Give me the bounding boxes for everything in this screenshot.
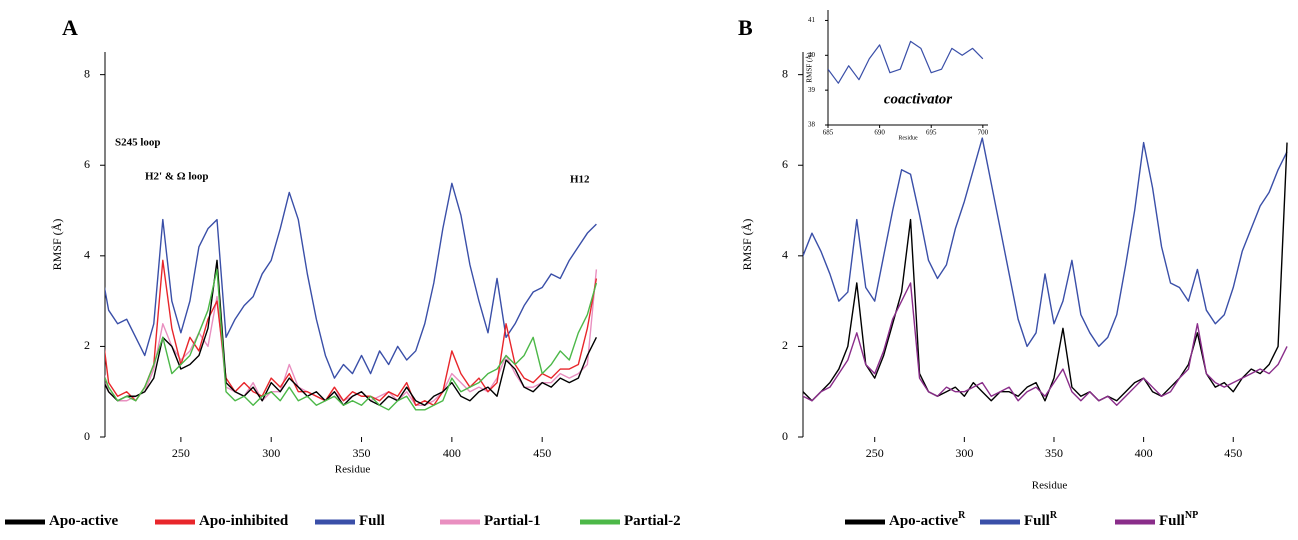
annotation: H2' & Ω loop — [145, 171, 209, 183]
legend-label: Partial-1 — [484, 513, 541, 529]
y-tick-label: 6 — [782, 157, 788, 171]
y-axis-label: RMSF (Å) — [740, 219, 754, 271]
legend-name: Full — [1159, 513, 1185, 529]
data-line — [105, 259, 598, 406]
data-line — [105, 268, 598, 411]
legend-name: Full — [1024, 513, 1050, 529]
annotation: S245 loop — [115, 137, 161, 149]
x-tick-label: 300 — [955, 446, 973, 460]
legend-name: Partial-2 — [624, 513, 681, 529]
x-tick-label: 700 — [978, 129, 989, 137]
x-tick-label: 400 — [1135, 446, 1153, 460]
y-tick-label: 0 — [84, 429, 90, 443]
x-axis-label: Residue — [1032, 480, 1068, 492]
x-tick-label: 350 — [1045, 446, 1063, 460]
legend-label: Apo-activeR — [889, 510, 966, 529]
y-tick-label: 6 — [84, 157, 90, 171]
y-tick-label: 8 — [84, 66, 90, 80]
chart-panel: 0 2 4 6 8 250 300 350 400 450 B Residue RMSF (Å) Apo-… — [738, 15, 1288, 529]
x-tick-label: 685 — [823, 129, 834, 137]
y-tick-label: 41 — [808, 16, 816, 24]
x-tick-label: 695 — [926, 129, 937, 137]
legend-sup: NP — [1185, 510, 1198, 521]
legend-label: Apo-inhibited — [199, 513, 289, 529]
data-line — [828, 40, 984, 84]
data-line — [803, 142, 1288, 402]
legend-name: Partial-1 — [484, 513, 541, 529]
y-tick-label: 39 — [808, 86, 816, 94]
y-tick-label: 40 — [808, 51, 816, 59]
panel-label: B — [738, 15, 753, 40]
x-tick-label: 250 — [866, 446, 884, 460]
legend-sup: R — [958, 510, 966, 521]
x-tick-label: 450 — [533, 446, 551, 460]
annotation: H12 — [570, 174, 590, 186]
y-tick-label: 2 — [782, 338, 788, 352]
y-tick-label: 4 — [84, 248, 90, 262]
legend-label: Partial-2 — [624, 513, 681, 529]
x-axis-label: Residue — [898, 135, 918, 141]
y-tick-label: 2 — [84, 338, 90, 352]
panel-label: A — [62, 15, 78, 40]
data-line — [105, 182, 597, 379]
legend-name: Apo-active — [49, 513, 118, 529]
legend-label: Apo-active — [49, 513, 118, 529]
x-tick-label: 450 — [1224, 446, 1242, 460]
x-axis-label: Residue — [335, 464, 371, 476]
x-tick-label: 400 — [443, 446, 461, 460]
x-tick-label: 350 — [353, 446, 371, 460]
legend-label: FullR — [1024, 510, 1058, 529]
legend-label: FullNP — [1159, 510, 1198, 529]
y-axis-label: RMSF (Å) — [806, 52, 814, 83]
y-tick-label: 38 — [808, 121, 816, 129]
y-tick-label: 8 — [782, 66, 788, 80]
legend-sup: R — [1050, 510, 1058, 521]
data-line — [803, 137, 1288, 348]
legend-name: Apo-inhibited — [199, 513, 289, 529]
annotation: coactivator — [884, 91, 952, 107]
y-tick-label: 0 — [782, 429, 788, 443]
data-line — [803, 282, 1288, 406]
x-tick-label: 300 — [262, 446, 280, 460]
legend-name: Apo-active — [889, 513, 958, 529]
data-line — [105, 259, 598, 406]
y-axis-label: RMSF (Å) — [50, 219, 64, 271]
x-tick-label: 690 — [874, 129, 885, 137]
chart-panel: 0 2 4 6 8 250 300 350 400 450 A Residue RMSF (Å) S245… — [5, 15, 681, 529]
chart-panel: 38 39 40 41 685 690 695 700 Residue RMSF (Å) coact… — [806, 10, 989, 141]
legend-label: Full — [359, 513, 385, 529]
y-tick-label: 4 — [782, 248, 788, 262]
x-tick-label: 250 — [172, 446, 190, 460]
legend-name: Full — [359, 513, 385, 529]
